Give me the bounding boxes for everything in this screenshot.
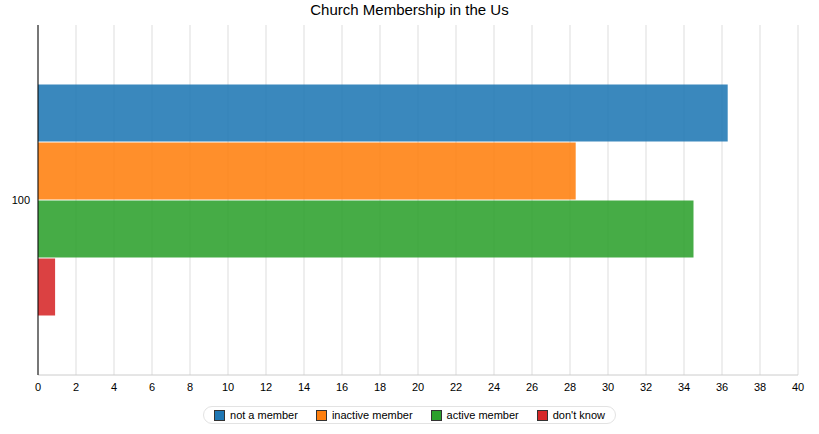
svg-text:16: 16: [336, 381, 348, 393]
html-text:inactive member: inactive member: [331, 409, 413, 421]
svg-text:6: 6: [149, 381, 155, 393]
svg-text:18: 18: [374, 381, 386, 393]
svg-text:24: 24: [488, 381, 500, 393]
svg-text:32: 32: [640, 381, 652, 393]
svg-text:12: 12: [260, 381, 272, 393]
svg-text:0: 0: [35, 381, 41, 393]
svg-text:26: 26: [526, 381, 538, 393]
svg-text:14: 14: [298, 381, 310, 393]
svg-text:8: 8: [187, 381, 193, 393]
svg-text:2: 2: [73, 381, 79, 393]
html-text:active member: active member: [446, 409, 519, 421]
svg-text:28: 28: [564, 381, 576, 393]
html-text:don't know: don't know: [552, 409, 605, 421]
svg-text:40: 40: [792, 381, 804, 393]
html-text:Church Membership in the Us: Church Membership in the Us: [310, 1, 509, 18]
svg-text:36: 36: [716, 381, 728, 393]
svg-text:20: 20: [412, 381, 424, 393]
svg-text:4: 4: [111, 381, 117, 393]
svg-text:22: 22: [450, 381, 462, 393]
html-text:not a member: not a member: [230, 409, 298, 421]
svg-text:10: 10: [222, 381, 234, 393]
svg-text:100: 100: [12, 194, 30, 206]
svg-text:30: 30: [602, 381, 614, 393]
svg-text:34: 34: [678, 381, 690, 393]
svg-text:38: 38: [754, 381, 766, 393]
